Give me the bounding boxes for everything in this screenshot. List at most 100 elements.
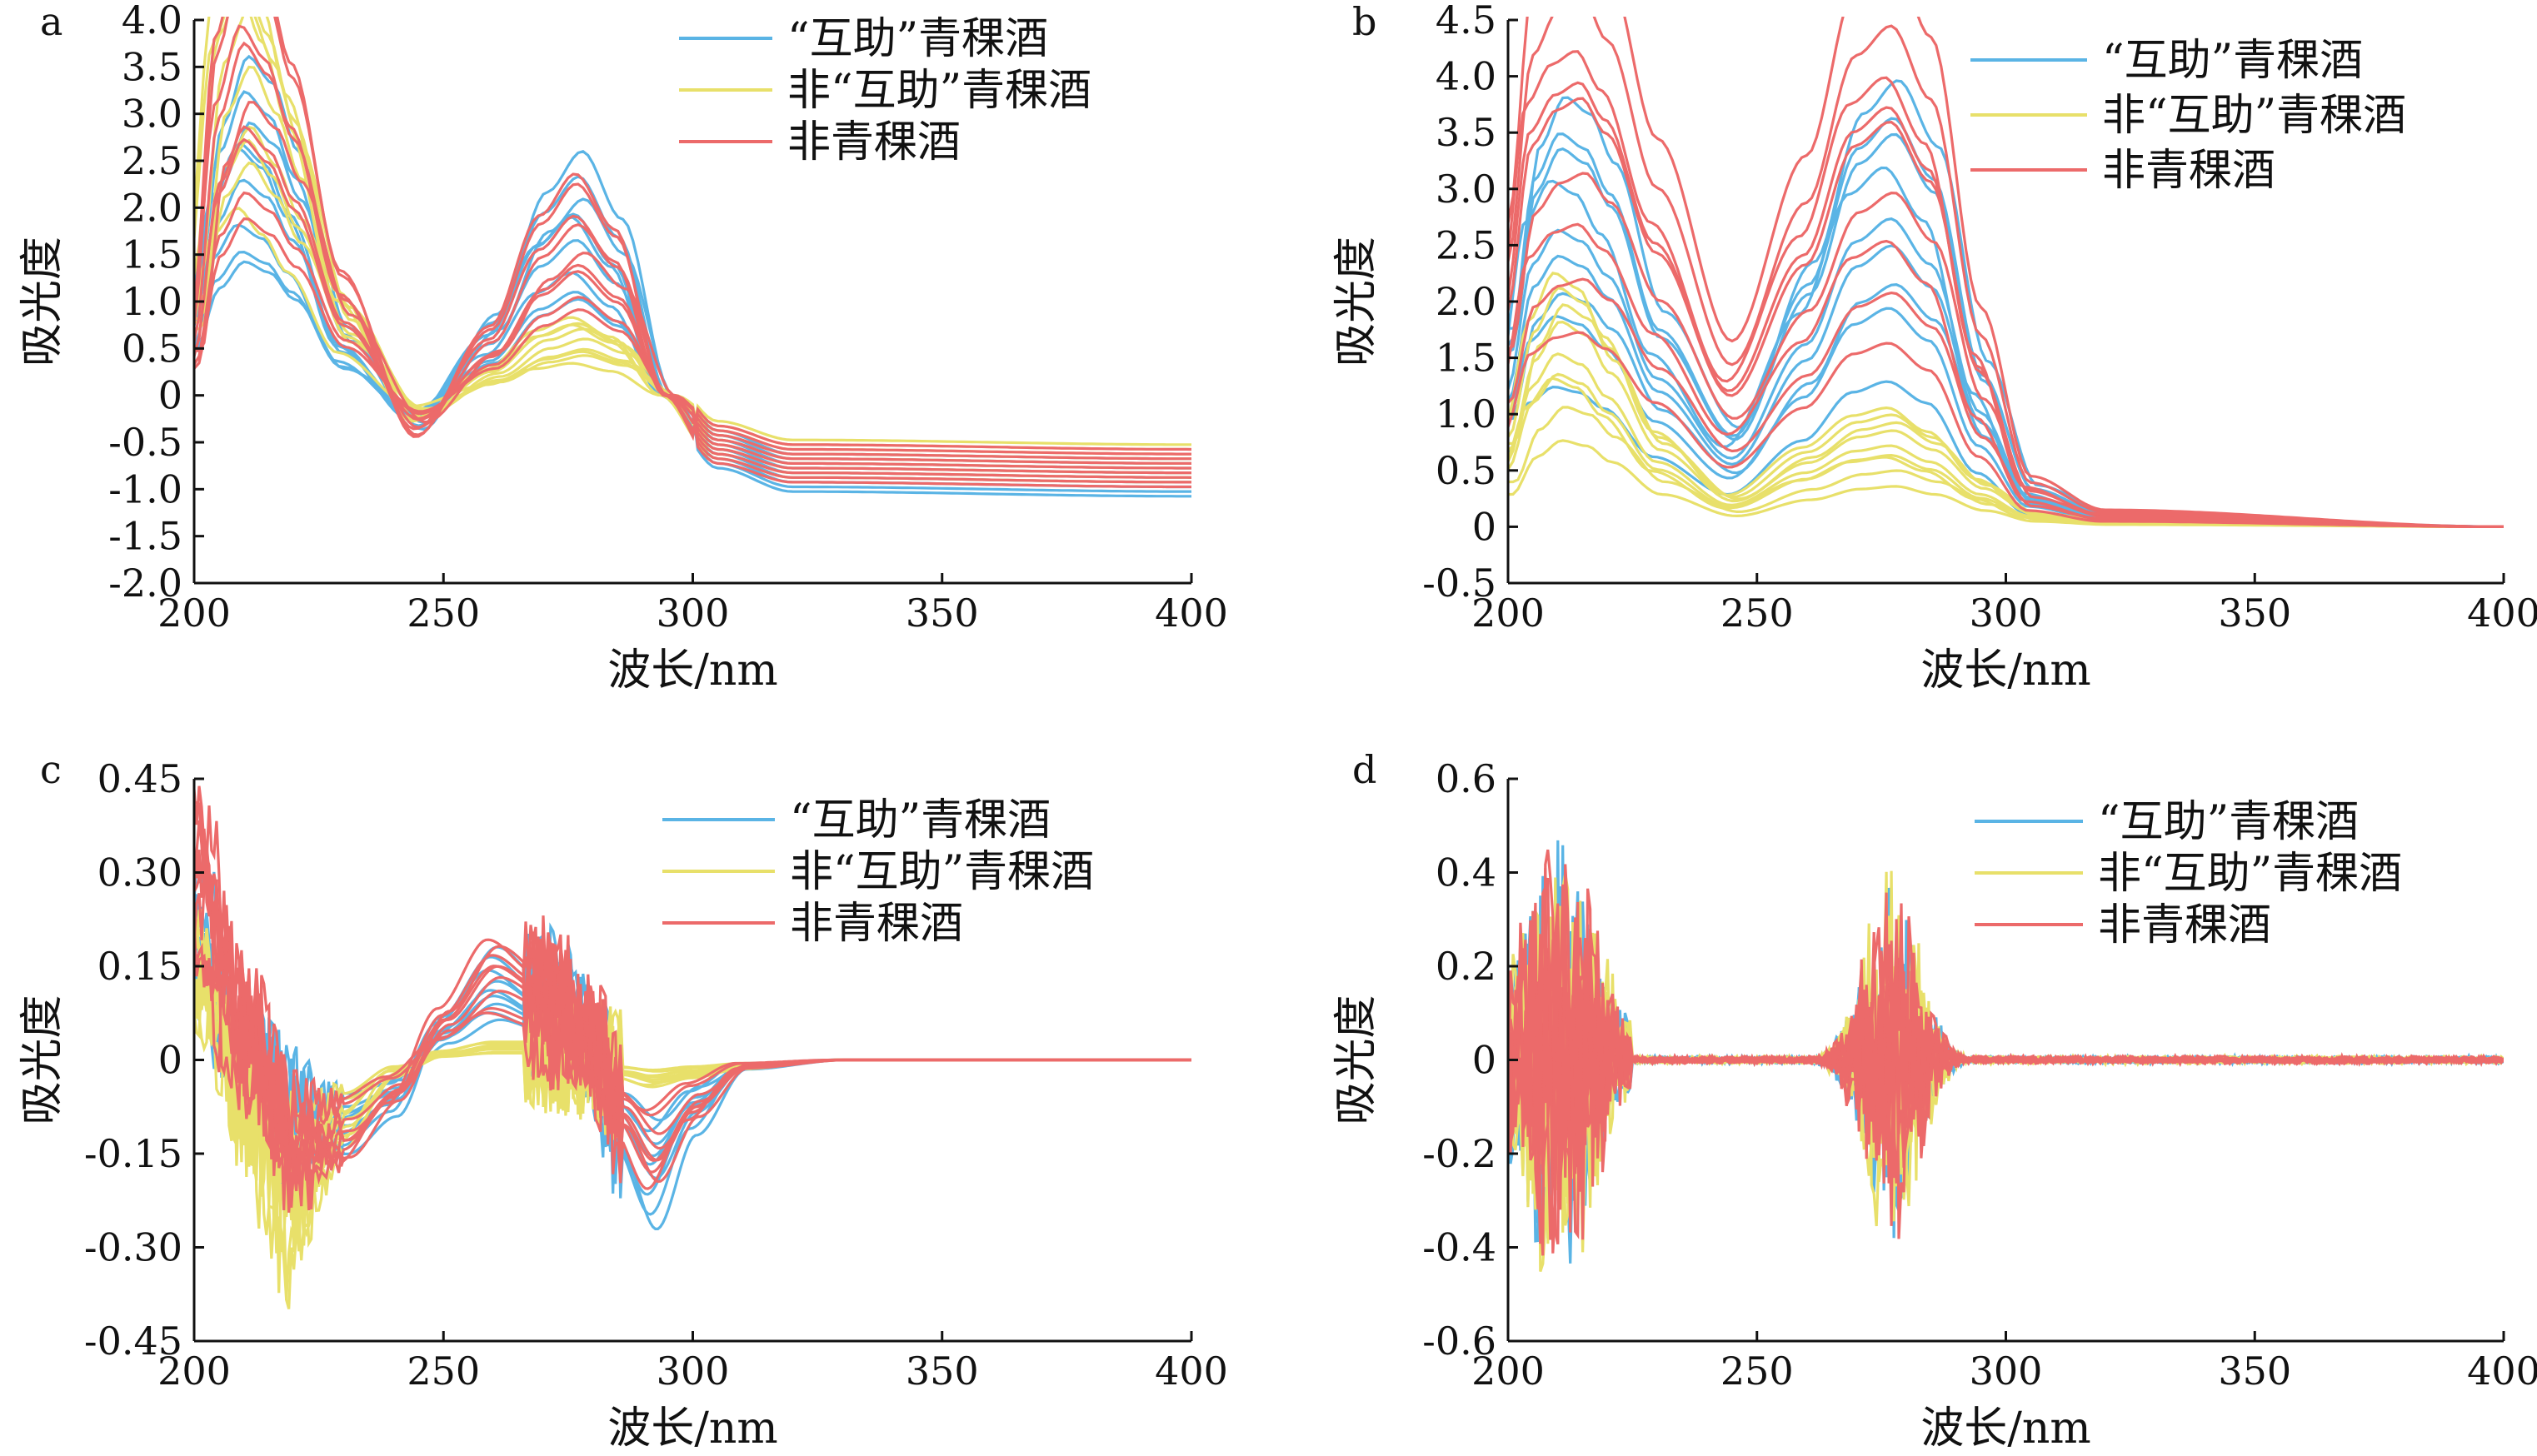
x-tick-label: 400 xyxy=(1155,1349,1228,1394)
series-line-non_barley xyxy=(1508,877,2504,1209)
legend-label-non_barley: 非青稞酒 xyxy=(790,899,963,949)
y-tick-label: 0.6 xyxy=(1436,756,1496,801)
curves-panel-b xyxy=(1508,17,2504,529)
series-line-huzhu xyxy=(194,54,1191,461)
x-tick-label: 200 xyxy=(157,1349,231,1394)
x-axis-title: 波长/nm xyxy=(607,646,777,696)
legend-label-non_barley: 非青稞酒 xyxy=(2098,900,2271,950)
x-tick-label: 300 xyxy=(657,591,730,636)
panel-letter: b xyxy=(1352,0,1376,44)
x-tick-label: 350 xyxy=(2218,591,2291,636)
legend-label-non_huzhu: 非“互助”青稞酒 xyxy=(787,66,1091,116)
series-line-non_barley xyxy=(194,17,1191,451)
y-axis-title: 吸光度 xyxy=(1331,237,1381,366)
y-tick-label: 0 xyxy=(158,373,182,418)
curves-panel-a xyxy=(194,17,1191,498)
y-tick-label: 2.0 xyxy=(122,185,182,230)
y-tick-label: 2.0 xyxy=(1436,279,1496,324)
legend-label-non_huzhu: 非“互助”青稞酒 xyxy=(2102,91,2406,141)
series-line-non_huzhu xyxy=(194,927,1191,1238)
legend-label-huzhu: “互助”青稞酒 xyxy=(2098,797,2359,847)
x-tick-label: 300 xyxy=(1970,1349,2043,1394)
panel-d: 200 250 300 350 400 0.6 0.4 0.2 0 -0.2 -0.4 -0.6 波长/… xyxy=(1331,747,2537,1454)
y-tick-label: -0.5 xyxy=(1422,561,1496,606)
series-line-huzhu xyxy=(194,846,1191,1231)
y-tick-label: 4.0 xyxy=(122,0,182,42)
x-tick-label: 350 xyxy=(906,1349,979,1394)
series-line-non_huzhu xyxy=(1508,870,2504,1272)
series-line-huzhu xyxy=(1508,910,2504,1225)
y-tick-label: 3.0 xyxy=(122,92,182,137)
y-tick-label: -0.15 xyxy=(84,1131,182,1176)
x-tick-label: 400 xyxy=(1155,591,1228,636)
series-line-non_barley xyxy=(194,125,1191,475)
y-tick-label: -1.5 xyxy=(108,514,182,559)
series-line-non_huzhu xyxy=(1508,439,2504,529)
legend-label-non_huzhu: 非“互助”青稞酒 xyxy=(790,847,1094,897)
x-tick-label: 400 xyxy=(2467,591,2537,636)
x-axis-title: 波长/nm xyxy=(1920,646,2090,696)
panel-c: 200 250 300 350 400 0.45 0.30 0.15 0 -0.15 -0.30 -0… xyxy=(17,747,1228,1454)
y-tick-label: 0.5 xyxy=(122,326,182,371)
series-line-huzhu xyxy=(1508,873,2504,1264)
series-line-non_barley xyxy=(1508,903,2504,1240)
x-tick-label: 200 xyxy=(1471,591,1545,636)
y-tick-label: -0.5 xyxy=(108,420,182,465)
series-line-non_huzhu xyxy=(1508,964,2504,1134)
series-line-huzhu xyxy=(194,250,1191,493)
series-line-non_barley xyxy=(1508,849,2504,1245)
legend-label-huzhu: “互助”青稞酒 xyxy=(2102,36,2363,86)
y-axis-title: 吸光度 xyxy=(17,237,67,366)
series-line-non_huzhu xyxy=(1508,965,2504,1194)
y-tick-label: 0.15 xyxy=(97,944,182,989)
y-tick-label: -0.2 xyxy=(1422,1131,1496,1176)
panel-letter: a xyxy=(40,0,62,44)
y-tick-label: -0.30 xyxy=(84,1225,182,1270)
y-tick-label: -0.4 xyxy=(1422,1225,1496,1270)
y-axis-title: 吸光度 xyxy=(17,995,67,1124)
legend-label-huzhu: “互助”青稞酒 xyxy=(790,795,1051,845)
x-tick-label: 250 xyxy=(1720,591,1794,636)
x-tick-label: 300 xyxy=(1970,591,2043,636)
y-tick-label: -2.0 xyxy=(108,561,182,606)
panel-letter: c xyxy=(40,747,62,792)
x-tick-label: 250 xyxy=(407,591,480,636)
y-axis-title: 吸光度 xyxy=(1331,995,1381,1124)
x-tick-label: 250 xyxy=(1720,1349,1794,1394)
y-tick-label: -1.0 xyxy=(108,466,182,511)
series-line-non_barley xyxy=(194,101,1191,470)
series-line-non_barley xyxy=(1508,17,2504,529)
y-tick-label: 3.5 xyxy=(122,44,182,89)
series-line-non_huzhu xyxy=(194,960,1191,1214)
legend-label-non_barley: 非青稞酒 xyxy=(2102,146,2275,196)
panel-b: 200 250 300 350 400 4.5 4.0 3.5 3.0 2.5 2.0 1.5 1.0 0… xyxy=(1331,0,2537,696)
x-tick-label: 200 xyxy=(157,591,231,636)
y-tick-label: 3.0 xyxy=(1436,167,1496,212)
series-line-huzhu xyxy=(1508,840,2504,1252)
x-tick-label: 400 xyxy=(2467,1349,2537,1394)
y-tick-label: 0.4 xyxy=(1436,850,1496,895)
y-tick-label: 1.5 xyxy=(122,232,182,277)
x-tick-label: 250 xyxy=(407,1349,480,1394)
series-line-huzhu xyxy=(194,894,1191,1216)
y-tick-label: 0.30 xyxy=(97,850,182,895)
x-tick-label: 350 xyxy=(906,591,979,636)
curves-panel-c xyxy=(194,785,1191,1309)
x-axis-title: 波长/nm xyxy=(1920,1404,2090,1454)
legend-label-non_barley: 非青稞酒 xyxy=(787,117,961,167)
legend-label-huzhu: “互助”青稞酒 xyxy=(787,14,1048,64)
y-tick-label: 0.45 xyxy=(97,756,182,801)
y-tick-label: 0 xyxy=(158,1038,182,1083)
y-tick-label: 0 xyxy=(1472,1038,1496,1083)
y-tick-label: 0.5 xyxy=(1436,448,1496,493)
y-tick-label: 0 xyxy=(1472,504,1496,549)
series-line-non_barley xyxy=(194,800,1191,1211)
x-tick-label: 200 xyxy=(1471,1349,1545,1394)
y-tick-label: -0.6 xyxy=(1422,1319,1496,1364)
y-tick-label: 1.0 xyxy=(122,279,182,324)
